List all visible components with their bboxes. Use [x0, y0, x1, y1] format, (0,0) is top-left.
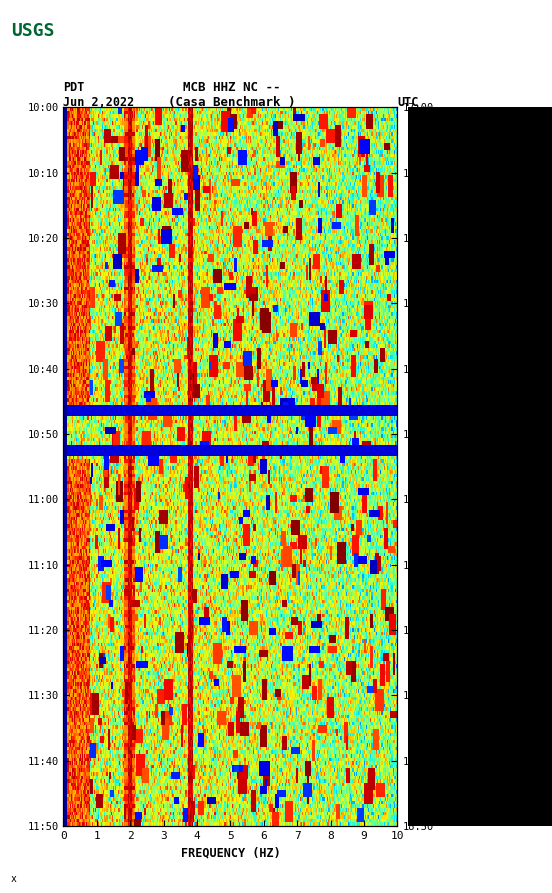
X-axis label: FREQUENCY (HZ): FREQUENCY (HZ): [181, 847, 280, 859]
Text: PDT: PDT: [63, 80, 85, 94]
Text: Jun 2,2022: Jun 2,2022: [63, 96, 135, 109]
Text: UTC: UTC: [397, 96, 419, 109]
Text: MCB HHZ NC --: MCB HHZ NC --: [183, 80, 280, 94]
Text: (Casa Benchmark ): (Casa Benchmark ): [168, 96, 295, 109]
Text: x: x: [11, 874, 17, 884]
Text: USGS: USGS: [11, 22, 55, 40]
